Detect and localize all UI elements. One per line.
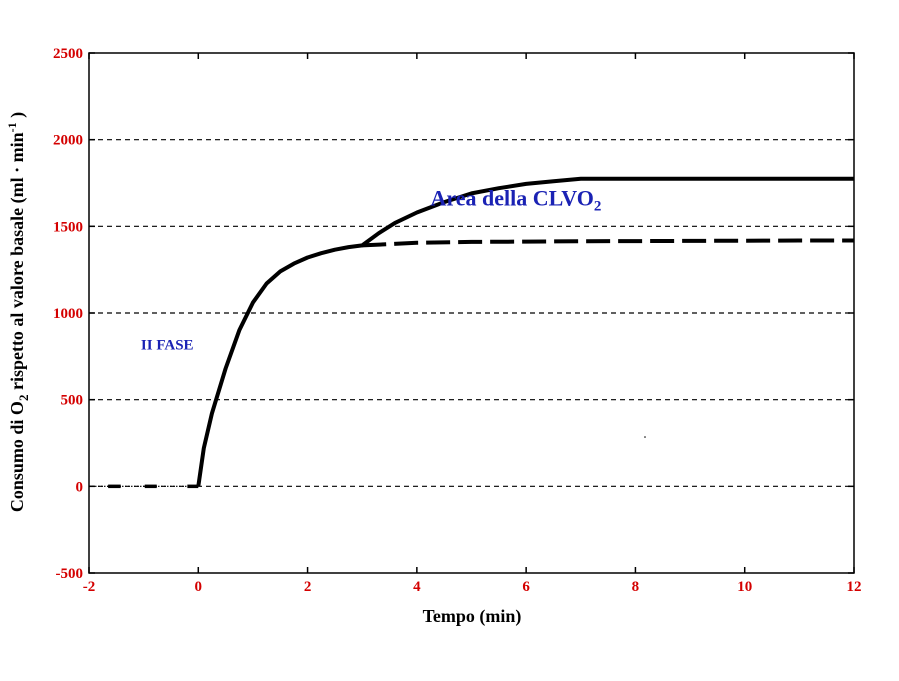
y-tick-label: 1000 [53,306,83,322]
y-axis-title: Consumo di O2 rispetto al valore basale … [5,112,31,512]
x-tick-label: 4 [413,579,421,595]
x-tick-label: 2 [304,579,312,595]
x-tick-label: -2 [83,579,96,595]
axis-ticks: -500 0 500 1000 1500 2000 2500 -2 0 2 4 6 8 10 12 [53,46,862,595]
x-tick-label: 6 [522,579,530,595]
series-solid-curve [196,176,854,487]
y-tick-label: 2000 [53,133,83,149]
annotation-area-sub: 2 [594,199,602,215]
x-axis-title: Tempo (min) [423,606,522,627]
y-tick-label: -500 [56,566,84,582]
annotation-area-text: Area della CLVO [431,186,594,211]
x-tick-label: 10 [737,579,752,595]
x-tick-label: 0 [195,579,203,595]
series-dashed-curve [362,238,854,248]
x-tick-label: 8 [632,579,640,595]
y-axis-title-sup: -1 [5,122,19,132]
series-layer [92,176,854,489]
y-axis-title-part3: ) [7,112,28,123]
y-tick-label: 1500 [53,219,83,235]
y-tick-label: 0 [76,479,84,495]
y-axis-title-part1: Consumo di O [7,401,27,512]
y-axis-title-part2: rispetto al valore basale (ml · min [7,132,28,394]
x-tick-label: 12 [847,579,862,595]
y-tick-label: 2500 [53,46,83,62]
y-axis-title-sub: 2 [16,395,31,402]
annotation-ii-fase: II FASE [141,337,194,353]
annotation-area-clvo2: Area della CLVO2 [431,186,602,215]
y-tick-label: 500 [61,393,84,409]
stray-dot [644,436,646,438]
